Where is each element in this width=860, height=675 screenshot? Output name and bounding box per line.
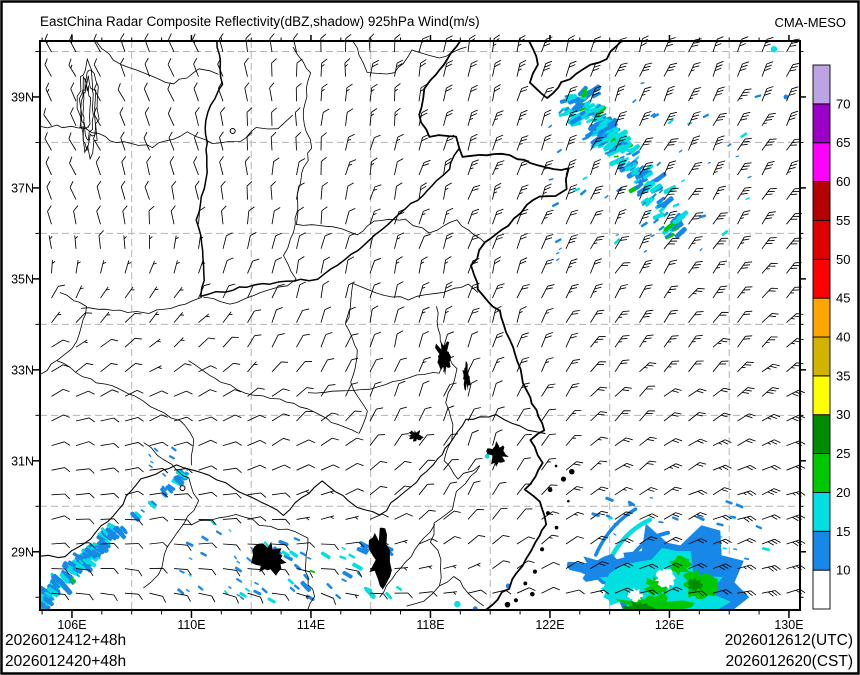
colorbar-tick-label: 70 [836,96,850,111]
map-frame [39,40,801,611]
colorbar-tick-label: 30 [836,407,850,422]
colorbar-tick-label: 45 [836,291,850,306]
colorbar-tick-label: 65 [836,135,850,150]
colorbar-tick-label: 60 [836,174,850,189]
x-axis-tick-label: 110E [177,618,205,632]
axes-layer: 106E 110E 114E 118E 122E 126E 130E 29N 31N 33N 35N… [11,35,806,632]
colorbar-tick-label: 15 [836,524,850,539]
init-time-cst: 2026012420+48h [5,653,126,670]
colorbar-tick-label: 20 [836,485,850,500]
y-axis-tick-label: 39N [11,90,34,104]
valid-time-utc: 2026012612(UTC) [725,632,853,649]
chart-title: EastChina Radar Composite Reflectivity(d… [40,14,480,29]
geography-layer [40,41,623,610]
colorbar-tick-label: 10 [836,563,850,578]
colorbar-tick-label: 40 [836,330,850,345]
y-axis-tick-label: 29N [11,545,34,559]
colorbar-tick-label: 25 [836,446,850,461]
init-time-utc: 2026012412+48h [5,632,126,649]
y-axis-tick-label: 37N [11,181,34,195]
y-axis-tick-label: 35N [11,272,34,286]
y-axis-tick-label: 33N [11,363,34,377]
colorbar-tick-label: 50 [836,252,850,267]
valid-time-cst: 2026012620(CST) [725,653,853,670]
x-axis-tick-label: 130E [774,618,803,632]
radar-echo-layer [40,45,789,610]
x-axis-tick-label: 118E [416,618,444,632]
y-axis-tick-label: 31N [11,454,34,468]
x-axis-tick-label: 114E [297,618,325,632]
colorbar-tick-label: 35 [836,368,850,383]
x-axis-tick-label: 106E [57,618,86,632]
model-label: CMA-MESO [775,15,847,30]
colorbar: 10 15 20 25 30 35 40 45 50 55 60 65 70 [812,64,850,610]
x-axis-tick-label: 122E [535,618,564,632]
colorbar-tick-label: 55 [836,213,850,228]
x-axis-tick-label: 126E [655,618,684,632]
